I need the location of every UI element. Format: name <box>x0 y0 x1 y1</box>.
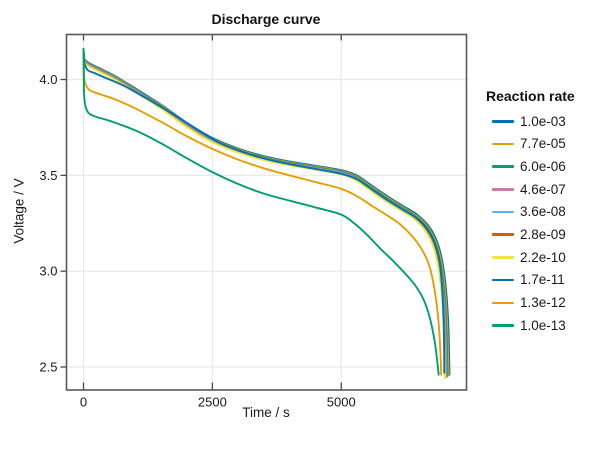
series-line-7.7e-05 <box>82 48 450 377</box>
legend-items: 1.0e-03 7.7e-05 6.0e-06 4.6e-07 3.6e-08 2.8e-… <box>486 110 598 337</box>
x-tick-label: 2500 <box>198 395 227 410</box>
series-line-1.7e-11 <box>82 47 446 374</box>
plot-spine <box>65 33 468 391</box>
x-tick-label: 5000 <box>327 395 356 410</box>
legend-swatch <box>492 324 514 327</box>
legend-swatch <box>492 233 514 237</box>
legend-swatch <box>492 142 514 146</box>
series-line-1.0e-03 <box>82 47 451 376</box>
legend: Reaction rate 1.0e-03 7.7e-05 6.0e-06 4.6e-… <box>486 88 598 337</box>
legend-item-label: 1.7e-11 <box>520 272 565 288</box>
legend-item: 1.3e-12 <box>486 292 598 315</box>
legend-item: 7.7e-05 <box>486 133 598 156</box>
legend-item-label: 3.6e-08 <box>520 204 566 220</box>
legend-item-label: 1.3e-12 <box>520 295 566 311</box>
chart-title: Discharge curve <box>211 11 321 27</box>
legend-swatch <box>492 120 514 123</box>
legend-item: 1.7e-11 <box>486 269 598 292</box>
series-line-1.3e-12 <box>82 47 443 376</box>
legend-title: Reaction rate <box>486 88 575 104</box>
x-tick-label: 0 <box>80 395 87 410</box>
legend-swatch <box>492 301 514 305</box>
legend-item-label: 2.8e-09 <box>520 227 566 243</box>
x-axis-label: Time / s <box>242 405 290 420</box>
legend-item-label: 1.0e-13 <box>520 317 566 333</box>
series-line-6.0e-06 <box>82 49 449 377</box>
y-tick-label: 3.0 <box>39 264 57 279</box>
legend-swatch <box>492 256 514 259</box>
series-line-2.8e-09 <box>82 50 447 379</box>
legend-swatch <box>492 278 514 282</box>
y-tick-label: 2.5 <box>39 360 57 375</box>
series-line-2.2e-10 <box>82 51 447 380</box>
legend-item: 1.0e-03 <box>486 110 598 133</box>
series-line-1.0e-13 <box>82 47 440 376</box>
legend-item: 2.2e-10 <box>486 246 598 269</box>
legend-swatch <box>492 210 514 214</box>
legend-item-label: 2.2e-10 <box>520 249 566 265</box>
legend-item-label: 4.6e-07 <box>520 181 566 197</box>
series-line-4.6e-07 <box>82 49 448 378</box>
legend-item-label: 7.7e-05 <box>520 136 566 152</box>
legend-item: 4.6e-07 <box>486 178 598 201</box>
legend-item: 2.8e-09 <box>486 223 598 246</box>
legend-swatch <box>492 188 514 191</box>
legend-item-label: 1.0e-03 <box>520 113 566 129</box>
y-tick-label: 3.5 <box>39 168 57 183</box>
y-axis-label: Voltage / V <box>11 178 27 244</box>
legend-swatch <box>492 165 514 169</box>
legend-item: 1.0e-13 <box>486 314 598 337</box>
legend-item: 3.6e-08 <box>486 201 598 224</box>
y-tick-label: 4.0 <box>39 72 57 87</box>
series-line-3.6e-08 <box>82 50 447 379</box>
legend-item-label: 6.0e-06 <box>520 158 566 174</box>
legend-item: 6.0e-06 <box>486 155 598 178</box>
